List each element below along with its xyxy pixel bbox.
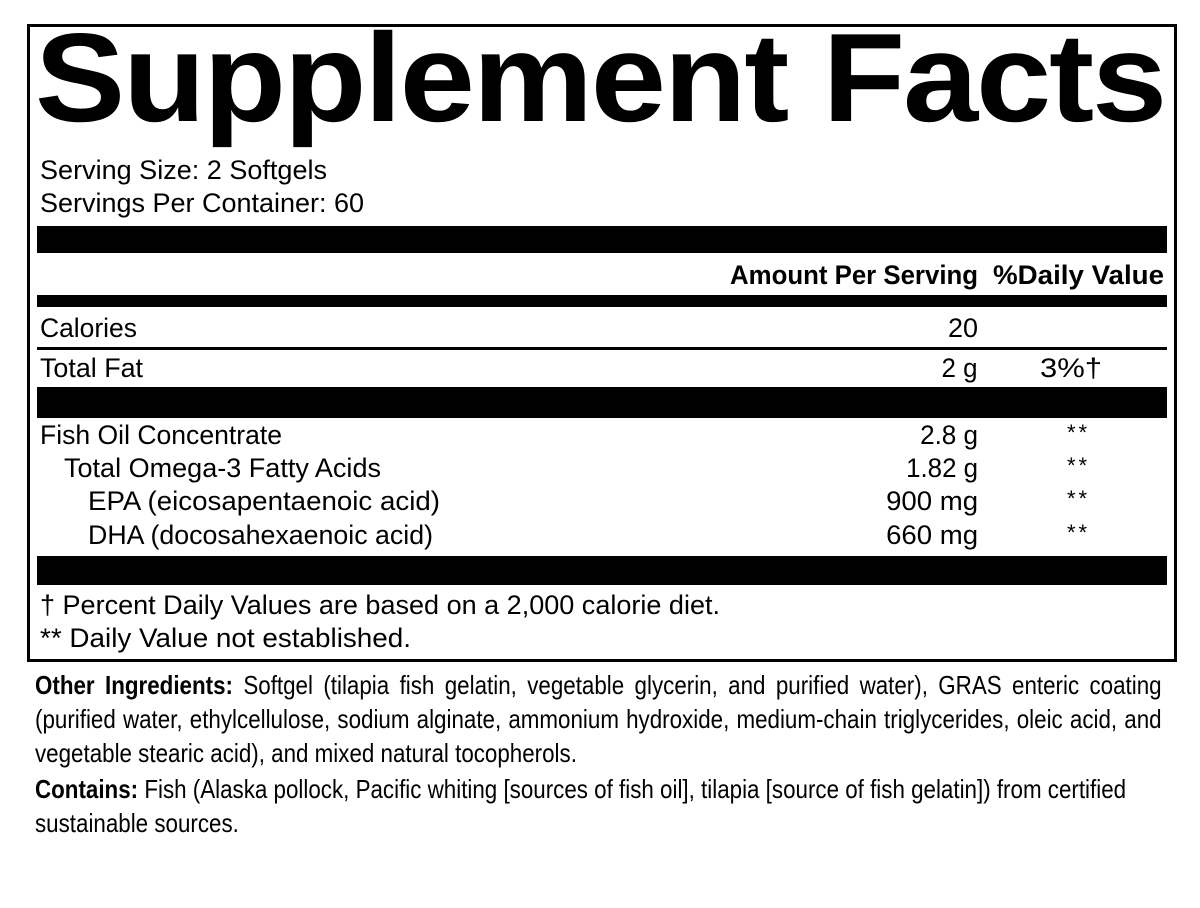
row-dv-fish-oil: ** (1067, 420, 1091, 445)
divider-bar (37, 226, 1167, 253)
row-name-dha: DHA (docosahexaenoic acid) (88, 520, 433, 550)
divider-bar (37, 387, 1167, 418)
row-name-epa: EPA (eicosapentaenoic acid) (88, 486, 440, 516)
daily-value-header: %Daily Value (993, 260, 1164, 290)
row-name-calories: Calories (40, 313, 137, 343)
other-ingredients-label: Other Ingredients: (35, 670, 233, 700)
contains-label: Contains: (35, 774, 139, 804)
allergen-contains: Contains: Fish (Alaska pollock, Pacific … (35, 772, 1162, 840)
divider-bar (37, 556, 1167, 585)
footnote-not-established: ** Daily Value not established. (40, 623, 411, 653)
supplement-facts-panel (27, 24, 1177, 662)
row-amount-dha: 660 mg (886, 520, 978, 550)
other-ingredients-text: Softgel (tilapia fish gelatin, vegetable… (35, 670, 1162, 768)
label-text-section: Other Ingredients: Softgel (tilapia fish… (35, 668, 1162, 840)
row-name-total-fat: Total Fat (40, 353, 143, 383)
row-amount-calories: 20 (948, 313, 978, 343)
row-dv-epa: ** (1067, 486, 1091, 511)
row-amount-total-fat: 2 g (942, 353, 978, 383)
contains-text: Fish (Alaska pollock, Pacific whiting [s… (35, 774, 1127, 838)
row-amount-omega-3: 1.82 g (906, 453, 978, 483)
row-dv-omega-3: ** (1067, 453, 1091, 478)
row-amount-epa: 900 mg (886, 486, 978, 516)
footnote-daily-values: † Percent Daily Values are based on a 2,… (40, 590, 720, 620)
amount-per-serving-header: Amount Per Serving (730, 260, 978, 290)
row-name-omega-3: Total Omega-3 Fatty Acids (64, 453, 381, 483)
row-dv-dha: ** (1067, 520, 1091, 545)
row-name-fish-oil: Fish Oil Concentrate (40, 420, 282, 450)
divider-bar (37, 295, 1167, 307)
serving-size: Serving Size: 2 Softgels (40, 155, 327, 185)
other-ingredients: Other Ingredients: Softgel (tilapia fish… (35, 668, 1162, 770)
row-amount-fish-oil: 2.8 g (920, 420, 978, 450)
servings-per-container: Servings Per Container: 60 (40, 188, 364, 218)
panel-title: Supplement Facts (35, 7, 1167, 148)
row-dv-total-fat: 3%† (1040, 353, 1102, 383)
divider-line (37, 347, 1167, 350)
